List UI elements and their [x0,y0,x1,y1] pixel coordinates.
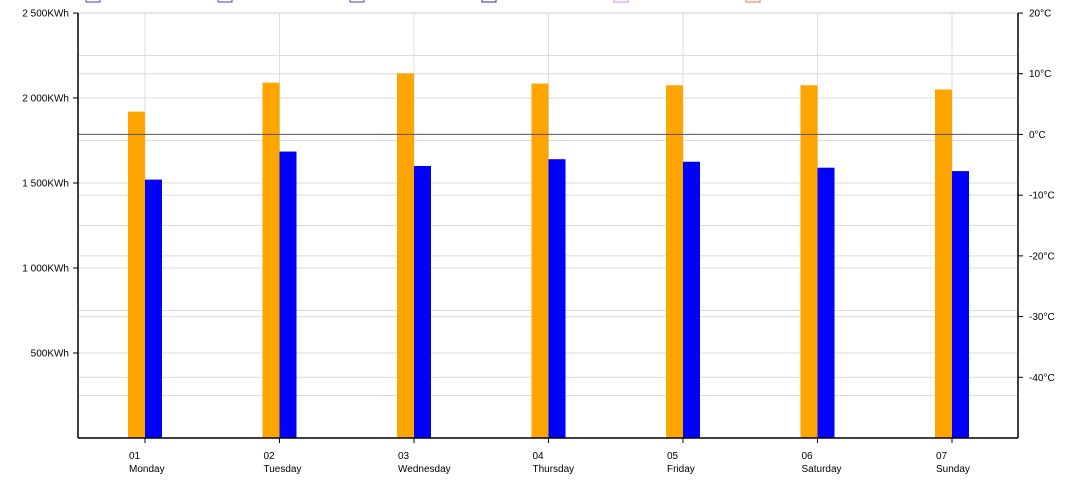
axes [73,12,1023,443]
x-tick-number: 02 [264,451,276,462]
legend-marker[interactable] [745,0,761,3]
y-right-tick-label: 10°C [1029,69,1051,80]
x-tick-number: 01 [129,451,141,462]
bar-orange[interactable] [531,83,549,439]
legend [85,0,761,3]
bar-orange[interactable] [666,85,683,438]
y-right-tick-label: 20°C [1029,9,1051,20]
bar-orange[interactable] [397,73,414,438]
bar-orange[interactable] [935,89,952,439]
bar-orange[interactable] [800,85,818,438]
x-tick-day: Tuesday [264,464,302,475]
legend-marker[interactable] [85,0,101,3]
bar-blue[interactable] [548,159,566,438]
bar-orange[interactable] [128,111,145,438]
y-right-tick-label: -30°C [1029,312,1055,323]
tick-labels: 500KWh 1 000KWh 1 500KWh 2 000KWh 2 500KWh -4… [22,9,1054,476]
y-left-tick-label: 2 000KWh [22,94,69,105]
y-left-tick-label: 500KWh [31,349,69,360]
x-tick-number: 06 [802,451,814,462]
bar-blue[interactable] [414,166,431,438]
bar-blue[interactable] [145,179,162,438]
x-tick-day: Saturday [802,464,842,475]
y-right-tick-label: -40°C [1029,373,1055,384]
y-left-tick-label: 1 500KWh [22,179,69,190]
x-tick-number: 05 [667,451,679,462]
bar-blue[interactable] [952,171,969,438]
x-tick-number: 07 [936,451,948,462]
legend-marker[interactable] [217,0,233,3]
bar-blue[interactable] [683,161,700,438]
bar-orange[interactable] [262,82,280,438]
x-tick-day: Sunday [936,464,970,475]
legend-marker[interactable] [481,0,497,3]
bar-blue[interactable] [279,151,297,439]
bar-blue[interactable] [817,167,835,438]
x-tick-number: 04 [533,451,545,462]
legend-marker[interactable] [613,0,629,3]
y-right-tick-label: -10°C [1029,191,1055,202]
y-left-tick-label: 1 000KWh [22,264,69,275]
legend-marker[interactable] [349,0,365,3]
y-right-tick-label: -20°C [1029,251,1055,262]
x-tick-day: Thursday [533,464,575,475]
y-left-tick-label: 2 500KWh [22,9,69,20]
x-tick-day: Wednesday [398,464,451,475]
x-tick-number: 03 [398,451,410,462]
bars [128,73,969,439]
x-tick-day: Monday [129,464,165,475]
y-right-tick-label: 0°C [1029,130,1046,141]
x-tick-day: Friday [667,464,695,475]
